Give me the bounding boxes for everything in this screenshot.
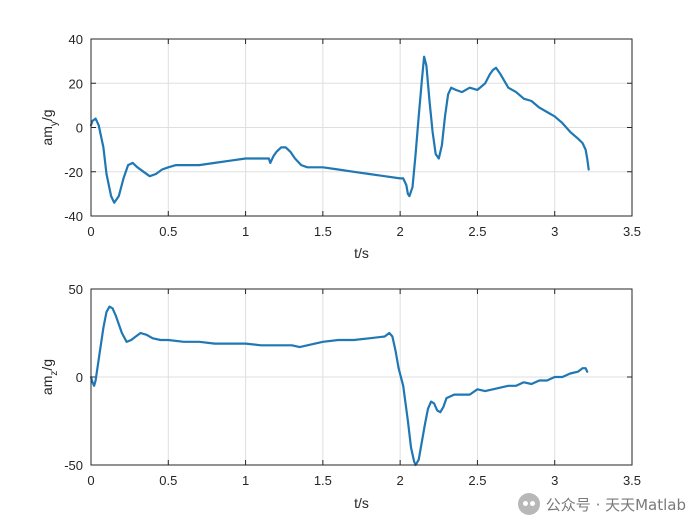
y-axis-label: amz/g [39, 359, 60, 395]
axes-frame [90, 288, 633, 466]
x-axis-label: t/s [354, 245, 369, 261]
y-axis-label-main: am [39, 126, 55, 145]
x-tick-label: 3.5 [623, 473, 641, 488]
x-tick-label: 2.5 [468, 224, 486, 239]
y-axis-label-suffix: /g [39, 359, 55, 371]
y-tick-label: -40 [64, 209, 83, 224]
subplot-bottom: 0 0.5 1 1.5 2 2.5 3 3.5 -50 0 50 t/s amz/g [39, 282, 641, 511]
x-tick-label: 0.5 [159, 473, 177, 488]
y-axis-label-sub: y [49, 121, 60, 126]
subplot-top: 0 0.5 1 1.5 2 2.5 3 3.5 -40 -20 0 20 40 t/s amy/g [39, 32, 641, 261]
x-tick-label: 1 [242, 473, 249, 488]
y-axis-label-suffix: /g [39, 109, 55, 121]
x-tick-label: 1 [242, 224, 249, 239]
x-tick-label: 1.5 [314, 473, 332, 488]
y-tick-label: 40 [69, 32, 83, 47]
series-line [89, 55, 590, 204]
y-axis-label-main: am [39, 376, 55, 395]
x-tick-label: 2 [397, 224, 404, 239]
watermark: 公众号 · 天天Matlab [517, 493, 686, 515]
y-axis-label-sub: z [49, 371, 60, 376]
series-line [89, 305, 589, 467]
y-tick-label: 50 [69, 282, 83, 297]
watermark-text: 公众号 · 天天Matlab [545, 495, 686, 514]
x-tick-label: 0 [87, 473, 94, 488]
x-tick-label: 3 [551, 473, 558, 488]
x-tick-label: 0.5 [159, 224, 177, 239]
y-axis-label: amy/g [39, 109, 60, 145]
x-axis-label: t/s [354, 495, 369, 511]
x-tick-label: 1.5 [314, 224, 332, 239]
y-tick-label: 20 [69, 76, 83, 91]
x-tick-label: 2 [397, 473, 404, 488]
y-tick-label: 0 [76, 370, 83, 385]
y-tick-label: -20 [64, 165, 83, 180]
x-tick-label: 3.5 [623, 224, 641, 239]
x-tick-label: 2.5 [468, 473, 486, 488]
axes-frame [90, 38, 633, 217]
x-tick-label: 0 [87, 224, 94, 239]
y-tick-label: -50 [64, 458, 83, 473]
wechat-icon [517, 493, 540, 515]
x-tick-label: 3 [551, 224, 558, 239]
y-tick-label: 0 [76, 121, 83, 136]
